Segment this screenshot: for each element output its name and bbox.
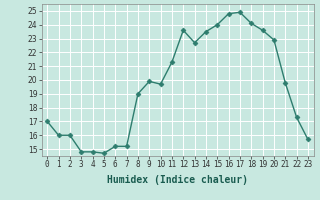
X-axis label: Humidex (Indice chaleur): Humidex (Indice chaleur) [107,175,248,185]
